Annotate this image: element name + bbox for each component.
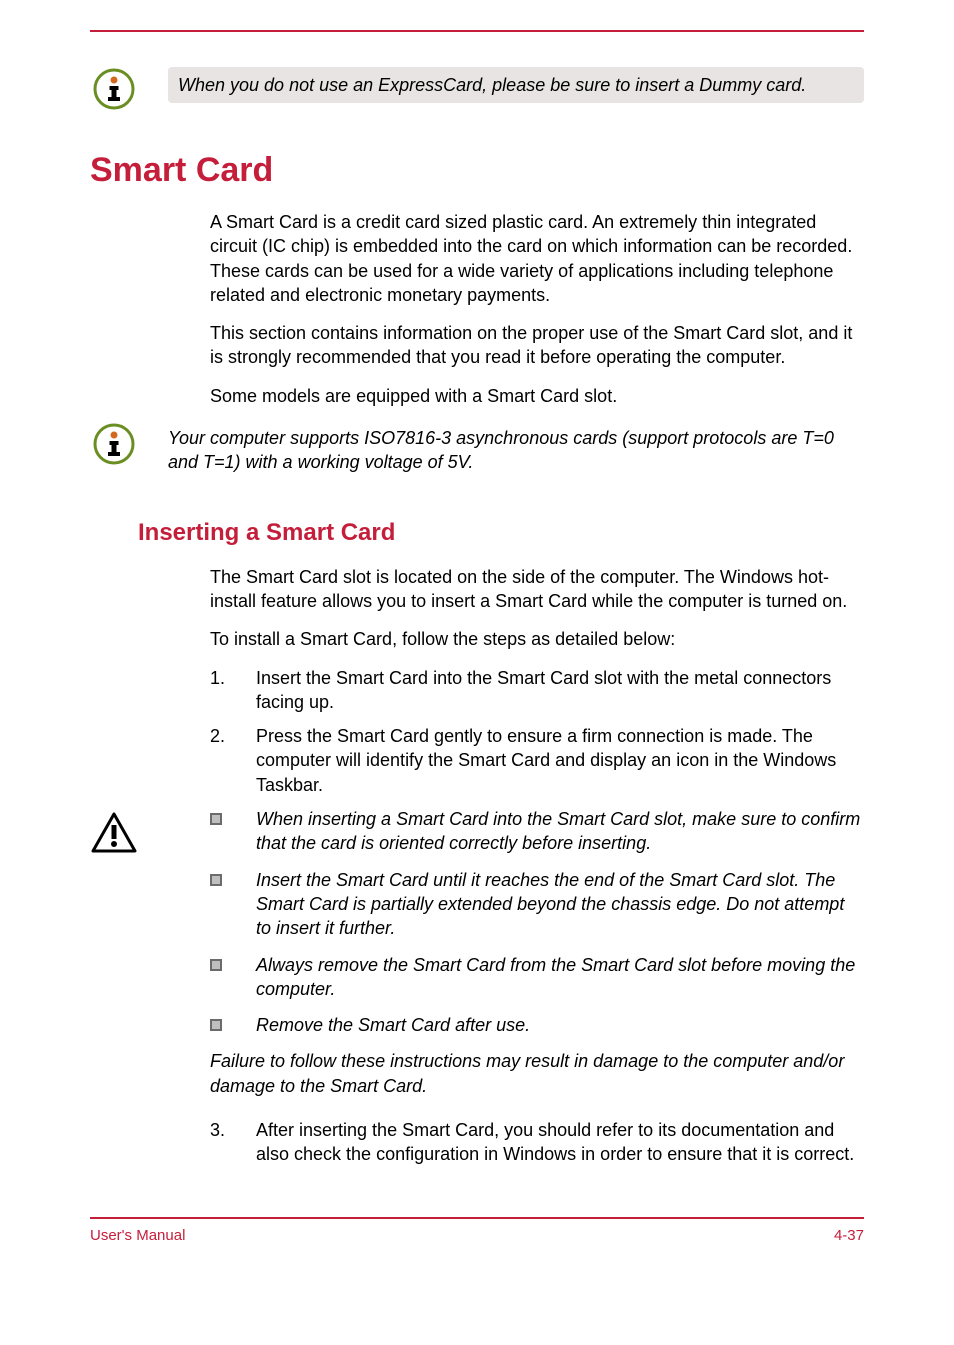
list-item: 2. Press the Smart Card gently to ensure… <box>210 724 864 797</box>
warning-item: Always remove the Smart Card from the Sm… <box>210 953 864 1002</box>
info-callout-expresscard: When you do not use an ExpressCard, plea… <box>90 67 864 111</box>
list-item: 3. After inserting the Smart Card, you s… <box>210 1118 864 1167</box>
warning-item: When inserting a Smart Card into the Sma… <box>210 807 864 856</box>
warning-item: Insert the Smart Card until it reaches t… <box>210 868 864 941</box>
square-bullet-icon <box>210 868 256 886</box>
warning-text: Always remove the Smart Card from the Sm… <box>256 953 864 1002</box>
callout-text: Your computer supports ISO7816-3 asynchr… <box>168 422 864 479</box>
intro-p2: This section contains information on the… <box>210 321 864 370</box>
insert-p1: The Smart Card slot is located on the si… <box>210 565 864 614</box>
square-bullet-icon <box>210 1013 256 1031</box>
list-text: Press the Smart Card gently to ensure a … <box>256 724 864 797</box>
list-item: 1. Insert the Smart Card into the Smart … <box>210 666 864 715</box>
warning-text: Insert the Smart Card until it reaches t… <box>256 868 864 941</box>
warning-text: When inserting a Smart Card into the Sma… <box>256 807 864 856</box>
callout-text-content: When you do not use an ExpressCard, plea… <box>178 75 806 95</box>
list-text: Insert the Smart Card into the Smart Car… <box>256 666 864 715</box>
callout-text-content: Your computer supports ISO7816-3 asynchr… <box>168 428 834 472</box>
warning-callout: When inserting a Smart Card into the Sma… <box>90 807 864 1098</box>
info-icon <box>90 67 138 111</box>
heading-inserting: Inserting a Smart Card <box>138 519 864 547</box>
footer-right: 4-37 <box>834 1227 864 1244</box>
list-text: After inserting the Smart Card, you shou… <box>256 1118 864 1167</box>
intro-p3: Some models are equipped with a Smart Ca… <box>210 384 864 408</box>
callout-text: When you do not use an ExpressCard, plea… <box>168 67 864 103</box>
intro-p1: A Smart Card is a credit card sized plas… <box>210 210 864 307</box>
warning-text: Remove the Smart Card after use. <box>256 1013 864 1037</box>
insert-p2: To install a Smart Card, follow the step… <box>210 627 864 651</box>
footer-left: User's Manual <box>90 1227 185 1244</box>
info-callout-iso: Your computer supports ISO7816-3 asynchr… <box>90 422 864 479</box>
list-number: 1. <box>210 666 256 715</box>
warning-icon <box>90 811 138 855</box>
info-icon <box>90 422 138 466</box>
page-footer: User's Manual 4-37 <box>90 1217 864 1244</box>
warning-footer: Failure to follow these instructions may… <box>210 1049 864 1098</box>
square-bullet-icon <box>210 953 256 971</box>
square-bullet-icon <box>210 807 256 825</box>
list-number: 3. <box>210 1118 256 1167</box>
header-rule <box>90 30 864 32</box>
warning-item: Remove the Smart Card after use. <box>210 1013 864 1037</box>
page-container: When you do not use an ExpressCard, plea… <box>0 0 954 1274</box>
heading-smart-card: Smart Card <box>90 151 864 190</box>
list-number: 2. <box>210 724 256 797</box>
